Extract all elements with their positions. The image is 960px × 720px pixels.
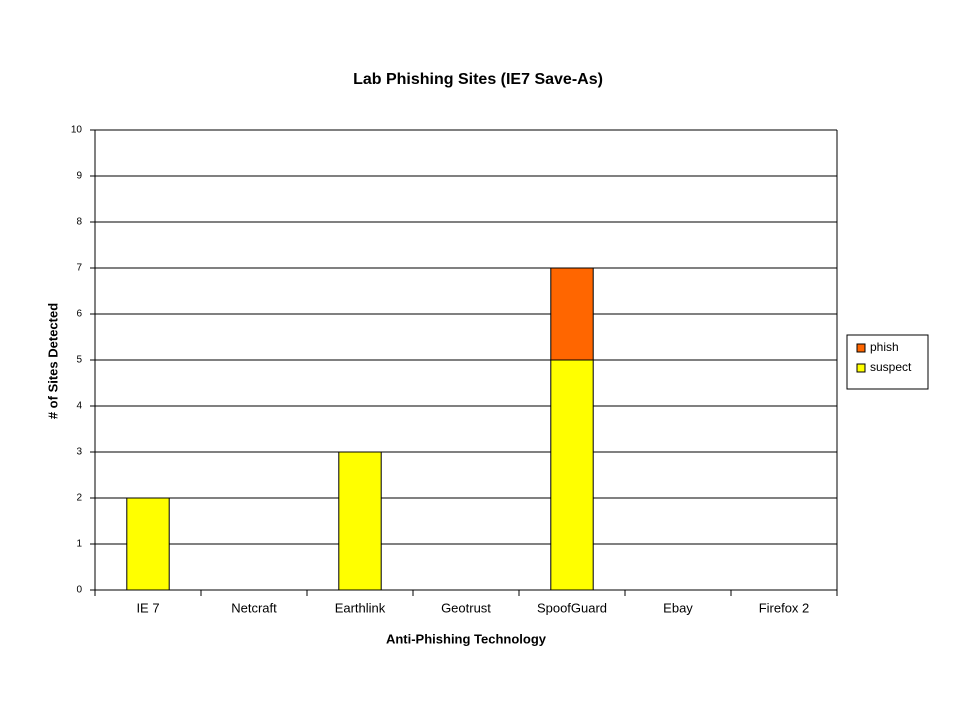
y-tick-label: 4 (76, 401, 82, 412)
bar-segment (550, 359, 594, 591)
x-tick-label: Netcraft (231, 600, 277, 615)
x-tick-label: Earthlink (335, 600, 386, 615)
y-tick-label: 10 (71, 125, 83, 136)
y-tick-label: 5 (76, 355, 82, 366)
y-tick-label: 3 (76, 447, 82, 458)
y-tick-label: 8 (76, 217, 82, 228)
y-tick-label: 2 (76, 493, 82, 504)
x-tick-label: Geotrust (441, 600, 491, 615)
y-tick-label: 9 (76, 171, 82, 182)
legend-swatch (856, 363, 866, 373)
legend-label: suspect (870, 360, 912, 374)
bar-segment (338, 451, 382, 591)
y-tick-label: 6 (76, 309, 82, 320)
chart-title: Lab Phishing Sites (IE7 Save-As) (353, 71, 603, 88)
bar-segment (550, 267, 594, 361)
y-tick-label: 1 (76, 539, 82, 550)
y-tick-label: 0 (76, 585, 82, 596)
x-tick-label: IE 7 (136, 600, 159, 615)
x-tick-label: SpoofGuard (537, 600, 607, 615)
legend-swatch (856, 343, 866, 353)
bar-segment (126, 497, 170, 591)
x-tick-label: Ebay (663, 600, 693, 615)
x-tick-label: Firefox 2 (759, 600, 810, 615)
x-axis-title: Anti-Phishing Technology (386, 631, 547, 646)
legend-label: phish (870, 340, 899, 354)
y-tick-label: 7 (76, 263, 82, 274)
y-axis-title: # of Sites Detected (45, 303, 60, 419)
